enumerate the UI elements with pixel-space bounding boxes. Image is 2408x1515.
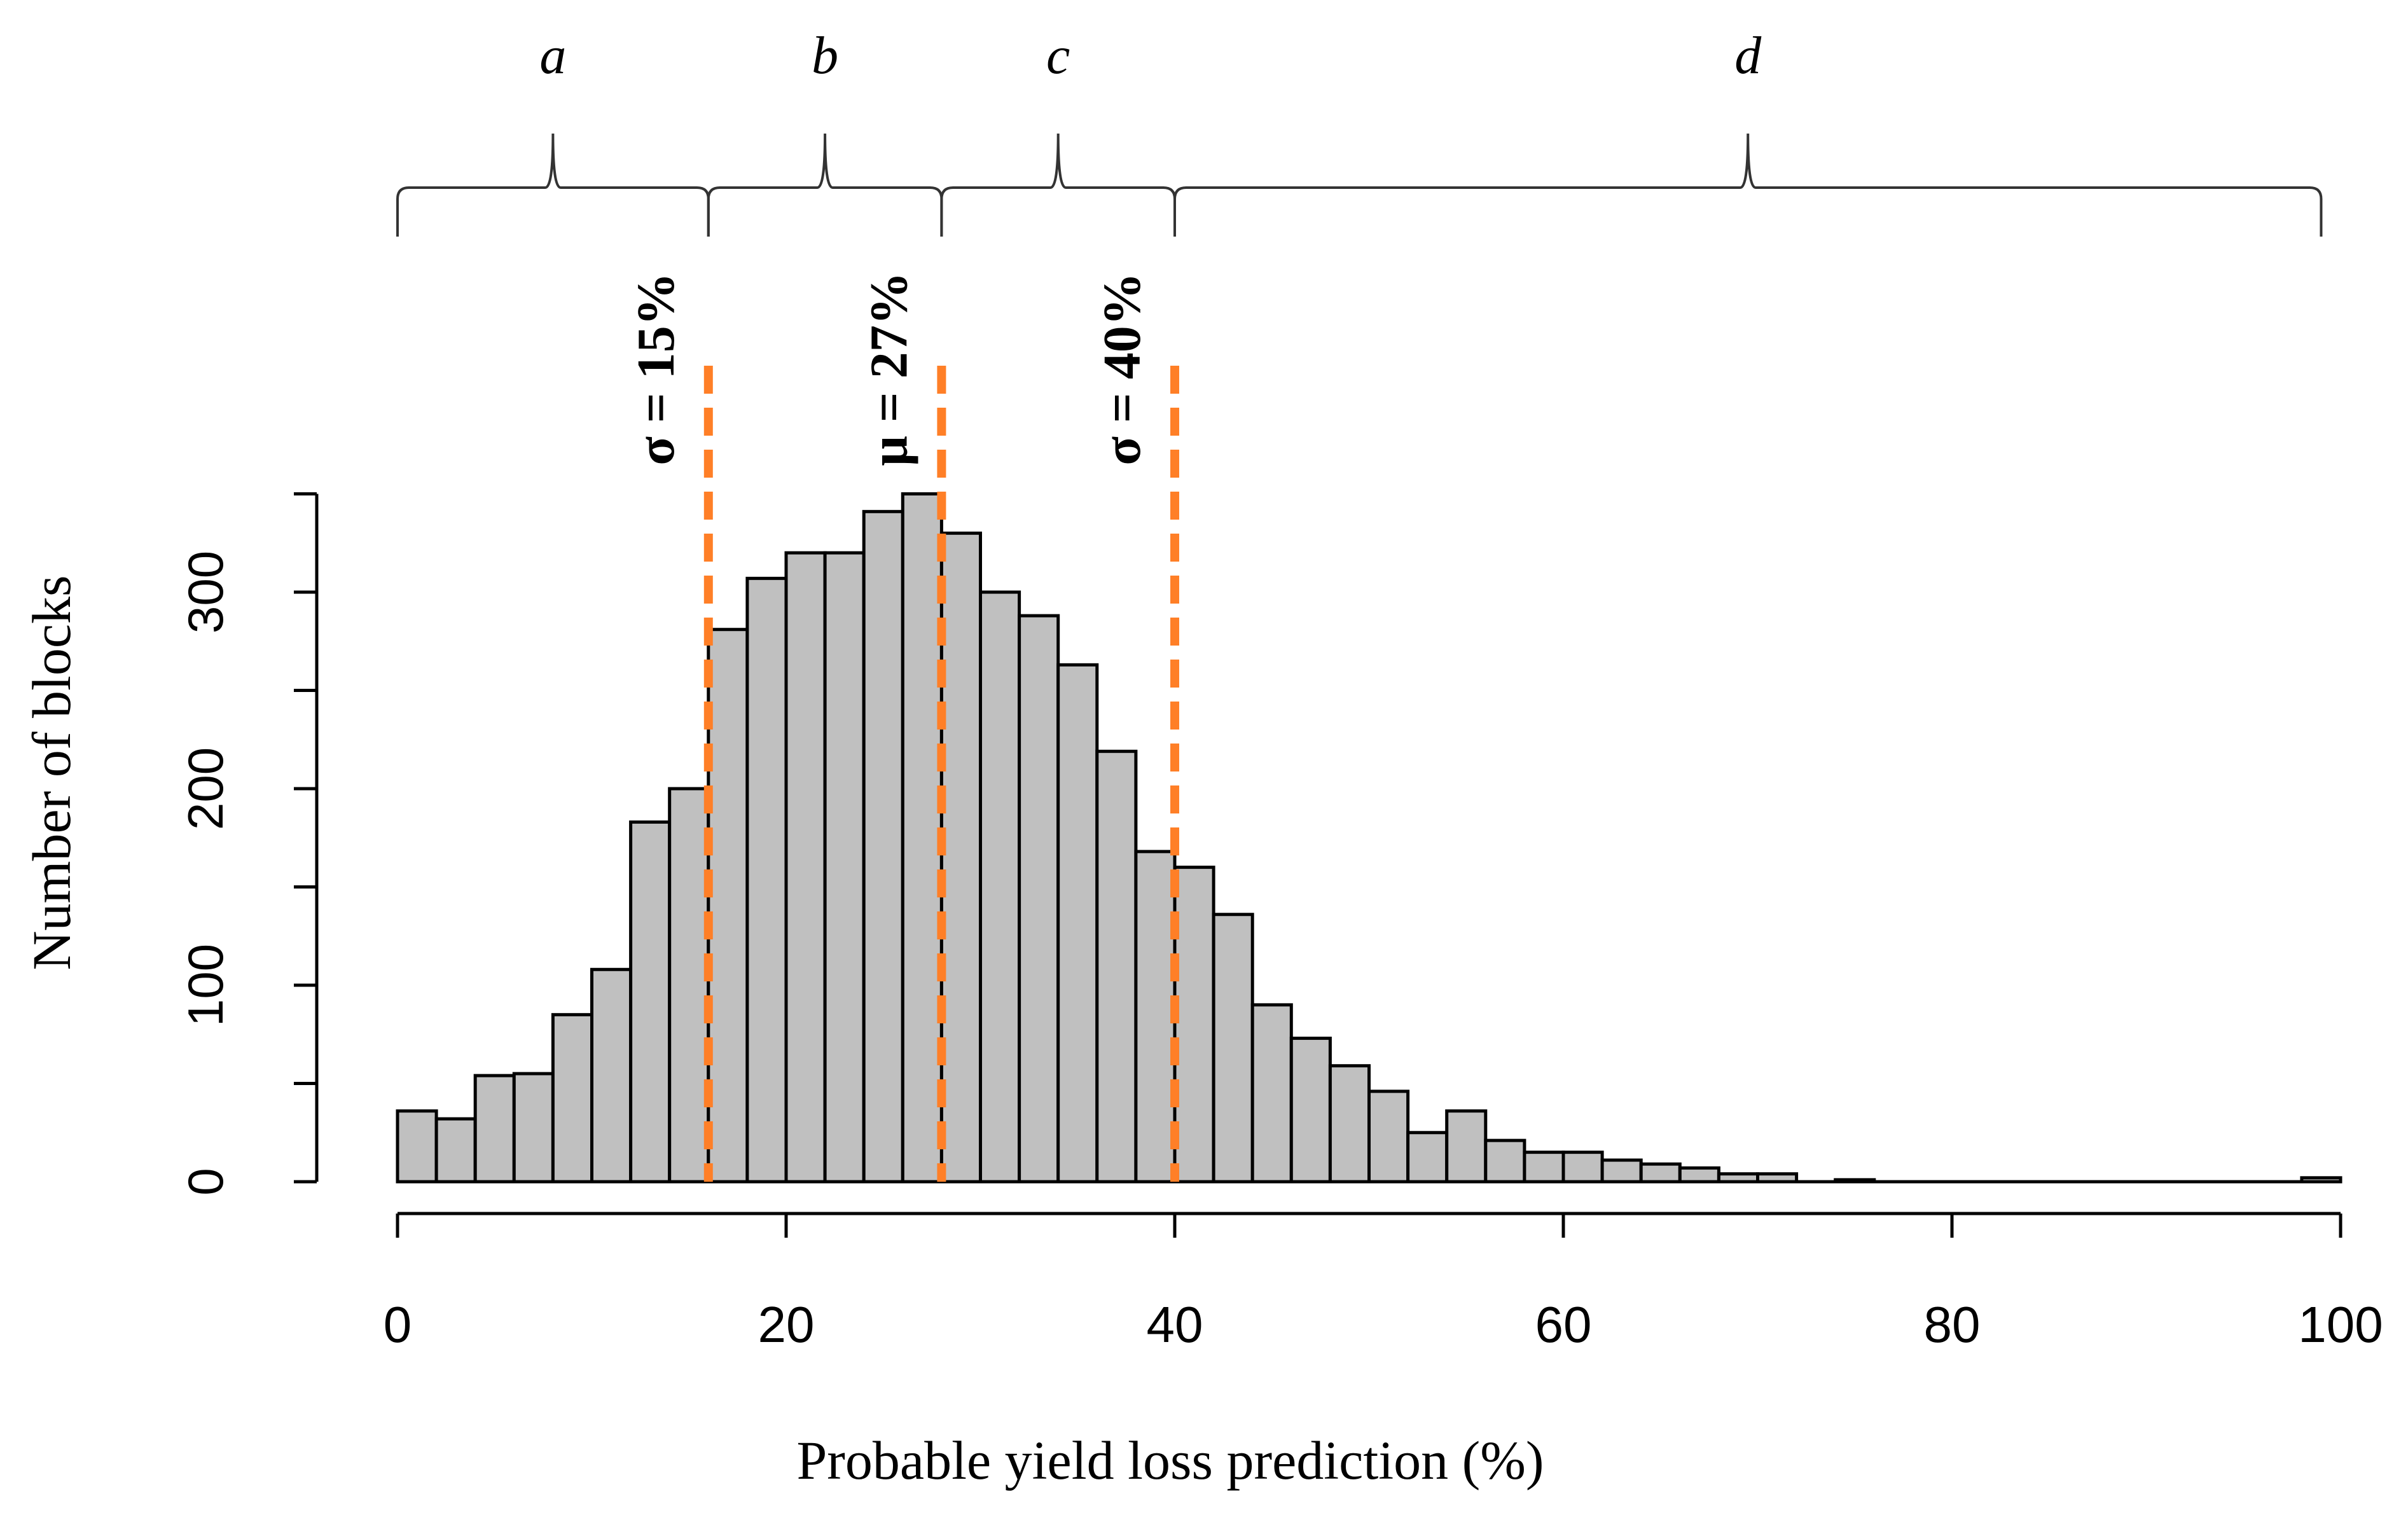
histogram-bar — [1484, 1138, 1526, 1184]
brace-label: b — [812, 26, 838, 85]
y-tick-label: 100 — [177, 944, 233, 1027]
y-tick-label: 200 — [177, 747, 233, 830]
histogram-bar — [1289, 1036, 1332, 1184]
histogram-bar — [512, 1072, 555, 1184]
x-axis-label: Probable yield loss prediction (%) — [796, 1430, 1544, 1491]
histogram-bar — [1639, 1162, 1682, 1184]
histogram-bar — [629, 820, 672, 1184]
y-axis-label: Number of blocks — [21, 576, 82, 971]
brace-label: a — [539, 26, 566, 85]
histogram-bar — [1095, 749, 1138, 1184]
x-tick-label: 0 — [384, 1296, 412, 1353]
reference-line-label: μ = 27% — [859, 272, 918, 466]
histogram-bar — [862, 509, 904, 1184]
histogram-bar — [1561, 1151, 1604, 1184]
histogram-bar — [979, 590, 1021, 1184]
brace — [396, 133, 710, 237]
x-tick-label: 80 — [1924, 1296, 1981, 1353]
brace — [1173, 133, 2323, 237]
brace-label: d — [1734, 26, 1762, 85]
reference-line-label: σ = 15% — [626, 272, 686, 466]
y-axis: 0 100 200 300 — [177, 492, 319, 1196]
histogram-bar — [1523, 1151, 1565, 1184]
brace — [707, 133, 943, 237]
x-tick-label: 60 — [1535, 1296, 1592, 1353]
histogram-bar — [434, 1117, 477, 1184]
histogram-bar — [590, 967, 633, 1184]
histogram-bar — [1018, 614, 1060, 1184]
histogram-bar — [1367, 1090, 1410, 1184]
histogram-bar — [1212, 913, 1254, 1184]
y-tick-label: 0 — [177, 1168, 233, 1195]
histogram-bar — [939, 531, 983, 1184]
histogram-bar — [745, 576, 788, 1184]
histogram-bar — [551, 1013, 594, 1184]
histogram-bar — [396, 1109, 438, 1184]
brace-label: c — [1046, 26, 1070, 85]
histogram-bar — [1600, 1158, 1643, 1184]
brace-groups: a b c d — [396, 26, 2323, 237]
histogram-bar — [1406, 1131, 1449, 1184]
reference-lines: σ = 15% μ = 27% σ = 40% — [626, 272, 1179, 1182]
brace — [940, 133, 1176, 237]
histogram-bar — [1328, 1064, 1371, 1184]
histogram-bar — [473, 1074, 516, 1184]
x-tick-label: 20 — [758, 1296, 815, 1353]
histogram-bar — [707, 628, 749, 1184]
y-tick-label: 300 — [177, 551, 233, 633]
histogram-bar — [901, 492, 943, 1184]
histogram-bar — [823, 551, 866, 1184]
histogram-bar — [1134, 850, 1177, 1184]
x-axis: 0 20 40 60 80 100 — [384, 1212, 2383, 1353]
histogram-bars — [396, 492, 2342, 1184]
histogram-bar — [784, 551, 827, 1184]
histogram-bar — [1056, 663, 1099, 1184]
x-tick-label: 40 — [1147, 1296, 1203, 1353]
histogram-bar — [1445, 1109, 1488, 1184]
reference-line-label: σ = 40% — [1093, 272, 1152, 466]
histogram-bar — [1173, 866, 1215, 1184]
histogram-bar — [668, 787, 710, 1184]
x-tick-label: 100 — [2298, 1296, 2383, 1353]
histogram-bar — [1678, 1166, 1720, 1184]
histogram-bar — [1250, 1003, 1293, 1184]
